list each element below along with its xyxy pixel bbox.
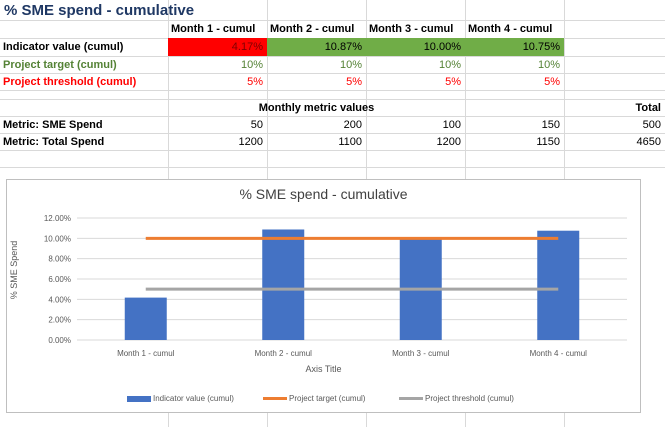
y-tick-label: 2.00% — [48, 316, 71, 325]
bar-indicator — [262, 229, 305, 340]
sheet-title: % SME spend - cumulative — [4, 2, 195, 19]
total-month-1-cell[interactable]: 1200 — [238, 136, 263, 148]
bar-indicator — [537, 230, 580, 340]
row-label-total-spend[interactable]: Metric: Total Spend — [3, 136, 105, 148]
sme-total-cell[interactable]: 500 — [642, 119, 661, 131]
sme-month-1-cell[interactable]: 50 — [250, 119, 263, 131]
legend-item-target: Project target (cumul) — [263, 394, 365, 403]
row-label-target[interactable]: Project target (cumul) — [3, 59, 117, 71]
x-axis-title: Axis Title — [305, 364, 342, 374]
total-month-2-cell[interactable]: 1100 — [338, 136, 362, 148]
legend-label-threshold: Project threshold (cumul) — [425, 394, 514, 403]
sme-month-2-cell[interactable]: 200 — [343, 119, 362, 131]
indicator-month-2-cell[interactable]: 10.87% — [267, 38, 366, 56]
row-divider — [0, 20, 665, 21]
row-divider — [0, 56, 665, 57]
row-divider — [0, 99, 665, 100]
threshold-month-3-cell[interactable]: 5% — [445, 76, 461, 88]
monthly-metric-header[interactable]: Monthly metric values — [258, 102, 375, 114]
row-divider — [0, 90, 665, 91]
x-tick-label: Month 3 - cumul — [392, 349, 450, 358]
header-month-4[interactable]: Month 4 - cumul — [468, 23, 553, 35]
indicator-month-1-cell[interactable]: 4.17% — [168, 38, 267, 56]
legend-swatch-target — [263, 397, 287, 401]
header-month-3[interactable]: Month 3 - cumul — [369, 23, 454, 35]
total-spend-total-cell[interactable]: 4650 — [636, 136, 661, 148]
y-axis-title: % SME Spend — [9, 240, 19, 300]
bar-indicator — [124, 297, 167, 340]
legend-label-indicator: Indicator value (cumul) — [153, 394, 234, 403]
row-label-threshold[interactable]: Project threshold (cumul) — [3, 76, 137, 88]
threshold-month-2-cell[interactable]: 5% — [346, 76, 362, 88]
chart-title: % SME spend - cumulative — [239, 186, 408, 202]
target-month-1-cell[interactable]: 10% — [240, 59, 263, 71]
chart-plot: 0.00% 2.00% 4.00% 6.00% 8.00% 10.00% 12.00% Mon… — [44, 214, 627, 358]
target-month-4-cell[interactable]: 10% — [537, 59, 560, 71]
target-month-3-cell[interactable]: 10% — [438, 59, 461, 71]
legend-label-target: Project target (cumul) — [289, 394, 366, 403]
y-tick-label: 8.00% — [48, 255, 71, 264]
row-divider — [0, 133, 665, 134]
chart-container[interactable]: % SME spend - cumulative 0.00% 2.00% 4.00%… — [6, 179, 641, 413]
row-divider — [0, 73, 665, 74]
x-tick-label: Month 2 - cumul — [255, 349, 313, 358]
row-label-indicator[interactable]: Indicator value (cumul) — [3, 41, 124, 53]
threshold-month-4-cell[interactable]: 5% — [544, 76, 560, 88]
row-divider — [0, 116, 665, 117]
legend-swatch-threshold — [399, 397, 423, 401]
legend-swatch-indicator — [127, 395, 151, 402]
x-tick-label: Month 1 - cumul — [117, 349, 175, 358]
target-month-2-cell[interactable]: 10% — [339, 59, 362, 71]
total-month-3-cell[interactable]: 1200 — [436, 136, 461, 148]
row-divider — [0, 167, 665, 168]
y-tick-label: 6.00% — [48, 275, 71, 284]
sme-month-4-cell[interactable]: 150 — [541, 119, 560, 131]
indicator-month-4-cell[interactable]: 10.75% — [465, 38, 564, 56]
row-label-sme-spend[interactable]: Metric: SME Spend — [3, 119, 103, 131]
y-tick-label: 12.00% — [44, 214, 71, 223]
indicator-month-3-cell[interactable]: 10.00% — [366, 38, 465, 56]
header-month-2[interactable]: Month 2 - cumul — [270, 23, 355, 35]
threshold-month-1-cell[interactable]: 5% — [247, 76, 263, 88]
sme-month-3-cell[interactable]: 100 — [442, 119, 461, 131]
row-divider — [0, 150, 665, 151]
header-month-1[interactable]: Month 1 - cumul — [171, 23, 256, 35]
legend-item-threshold: Project threshold (cumul) — [399, 394, 514, 403]
y-tick-label: 4.00% — [48, 295, 71, 304]
x-tick-label: Month 4 - cumul — [530, 349, 588, 358]
total-header[interactable]: Total — [635, 102, 661, 114]
y-tick-label: 0.00% — [48, 336, 71, 345]
y-tick-label: 10.00% — [44, 234, 71, 243]
total-month-4-cell[interactable]: 1150 — [536, 136, 560, 148]
legend-item-indicator: Indicator value (cumul) — [127, 394, 234, 403]
